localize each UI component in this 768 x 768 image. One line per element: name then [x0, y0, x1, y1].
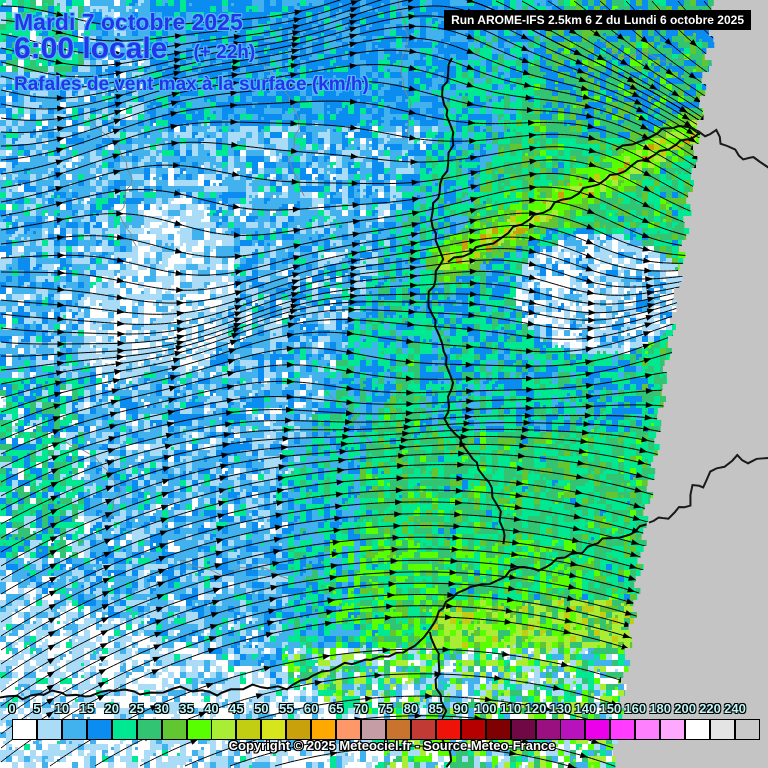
legend-value-label: 70 — [353, 701, 369, 716]
legend-value-label: 100 — [474, 701, 497, 716]
legend-color-swatch — [660, 719, 686, 740]
legend-color-swatch — [86, 719, 112, 740]
legend-value-label: 30 — [154, 701, 169, 716]
legend-value-label: 55 — [278, 701, 294, 716]
legend-color-swatch — [36, 719, 62, 740]
legend-color-swatch — [460, 719, 486, 740]
legend-color-swatch — [61, 719, 87, 740]
legend-value-label: 240 — [724, 701, 746, 716]
legend-value-label: 10 — [54, 701, 70, 716]
legend-value-label: 200 — [674, 701, 696, 716]
legend-value-label: 50 — [254, 701, 269, 716]
legend-color-swatch — [560, 719, 586, 740]
legend-color-swatch — [710, 719, 736, 740]
legend-color-swatch — [635, 719, 661, 740]
legend-value-label: 110 — [500, 701, 522, 716]
legend-value-label: 90 — [453, 701, 468, 716]
legend-color-swatch — [410, 719, 436, 740]
legend-value-label: 35 — [179, 701, 194, 716]
legend-value-label: 160 — [624, 701, 647, 716]
legend-color-swatch — [435, 719, 461, 740]
legend-color-swatch — [236, 719, 262, 740]
legend-color-swatch — [186, 719, 212, 740]
legend-value-label: 120 — [524, 701, 547, 716]
legend-color-swatch — [311, 719, 337, 740]
legend-color-swatch — [535, 719, 561, 740]
legend-value-label: 75 — [378, 701, 394, 716]
legend-value-label: 150 — [599, 701, 622, 716]
legend-color-swatch — [136, 719, 162, 740]
legend-color-swatch — [286, 719, 312, 740]
legend-value-label: 45 — [229, 701, 244, 716]
legend-value-label: 140 — [574, 701, 597, 716]
legend-value-label: 15 — [79, 701, 95, 716]
legend-color-swatch — [685, 719, 711, 740]
legend-color-swatch — [734, 719, 760, 740]
legend-color-swatch — [336, 719, 362, 740]
legend-value-label: 180 — [649, 701, 672, 716]
legend-color-swatch — [485, 719, 511, 740]
legend-value-label: 5 — [33, 701, 41, 716]
legend-value-label: 60 — [303, 701, 319, 716]
legend-color-swatch — [111, 719, 137, 740]
legend-value-label: 80 — [403, 701, 419, 716]
legend-value-label: 40 — [204, 701, 219, 716]
legend-color-swatch — [510, 719, 536, 740]
legend-value-label: 25 — [129, 701, 144, 716]
legend-color-swatch — [610, 719, 636, 740]
legend-color-swatch — [385, 719, 411, 740]
legend-value-label: 130 — [549, 701, 572, 716]
legend-value-label: 20 — [104, 701, 119, 716]
legend-color-swatch — [161, 719, 187, 740]
legend-color-swatch — [261, 719, 287, 740]
legend-value-label: 65 — [328, 701, 344, 716]
legend-color-swatch — [585, 719, 611, 740]
legend-value-label: 85 — [428, 701, 444, 716]
legend-value-label: 0 — [8, 701, 16, 716]
legend-value-label: 220 — [699, 701, 721, 716]
legend-color-swatch — [211, 719, 237, 740]
legend-color-swatch — [361, 719, 387, 740]
legend-color-swatch — [12, 719, 37, 740]
